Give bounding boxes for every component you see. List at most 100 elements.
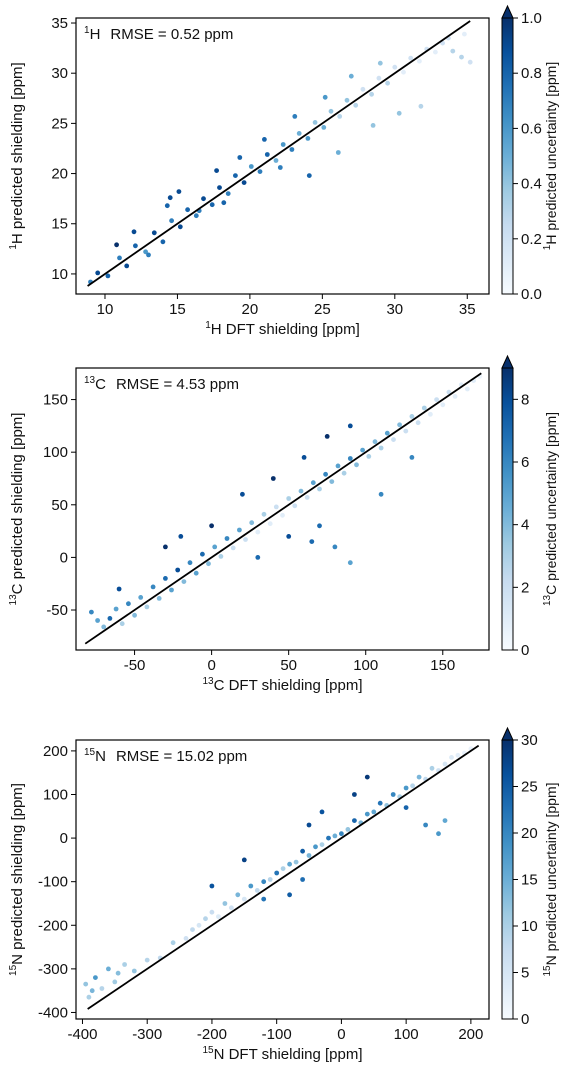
y-axis-label-1h: 1H predicted shielding [ppm] bbox=[8, 62, 26, 249]
plot-frame bbox=[75, 17, 490, 295]
scatter-point bbox=[169, 218, 175, 224]
x-tick-label: 15 bbox=[169, 301, 186, 318]
scatter-point bbox=[95, 270, 101, 276]
scatter-point bbox=[131, 968, 137, 974]
scatter-point bbox=[193, 213, 199, 219]
scatter-point bbox=[233, 173, 238, 179]
colorbar-tick-label: 0.2 bbox=[521, 231, 542, 248]
scatter-point bbox=[178, 534, 184, 539]
colorbar-13c bbox=[501, 354, 514, 651]
scatter-point bbox=[95, 618, 100, 623]
colorbar-label-1h: 1H predicted uncertainty [ppm] bbox=[542, 62, 559, 250]
scatter-point bbox=[105, 273, 111, 279]
scatter-point bbox=[416, 774, 422, 780]
scatter-point bbox=[310, 480, 316, 486]
x-tick-label: 25 bbox=[314, 301, 331, 318]
y-tick-label: 10 bbox=[51, 266, 68, 283]
scatter-point bbox=[452, 394, 458, 399]
ylabel-text: C predicted shielding [ppm] bbox=[9, 413, 26, 595]
scatter-point bbox=[170, 940, 176, 946]
y-tick-label: -200 bbox=[38, 917, 68, 934]
scatter-point bbox=[209, 883, 215, 889]
ylabel-superscript: 15 bbox=[8, 964, 19, 976]
scatter-point bbox=[167, 195, 173, 201]
scatter-points-1h bbox=[75, 17, 490, 295]
scatter-point bbox=[177, 224, 183, 230]
scatter-point bbox=[390, 792, 396, 797]
y-tick-label: 100 bbox=[43, 444, 68, 461]
scatter-point bbox=[353, 102, 359, 108]
scatter-point bbox=[131, 229, 137, 235]
scatter-point bbox=[459, 54, 464, 60]
scatter-point bbox=[429, 765, 435, 771]
scatter-point bbox=[280, 512, 285, 518]
scatter-point bbox=[248, 883, 254, 889]
colorbar-tick-label: 6 bbox=[521, 454, 529, 471]
scatter-point bbox=[449, 755, 454, 760]
colorbar-gradient bbox=[501, 17, 514, 295]
colorbar-tick-label: 0.8 bbox=[521, 65, 542, 82]
scatter-point bbox=[465, 386, 470, 392]
scatter-point bbox=[305, 136, 311, 141]
scatter-point bbox=[332, 833, 338, 839]
scatter-point bbox=[89, 609, 94, 615]
scatter-point bbox=[83, 981, 89, 987]
scatter-point bbox=[298, 488, 304, 494]
scatter-point bbox=[241, 896, 247, 902]
scatter-point bbox=[423, 822, 428, 828]
scatter-point bbox=[341, 470, 347, 476]
x-tick-label: 0 bbox=[207, 657, 215, 674]
scatter-point bbox=[138, 595, 144, 600]
colorbar-tick-label: 15 bbox=[521, 872, 538, 889]
scatter-point bbox=[206, 561, 211, 567]
x-axis-label-15n: 15N DFT shielding [ppm] bbox=[202, 1045, 362, 1063]
scatter-point bbox=[106, 966, 111, 972]
scatter-point bbox=[249, 520, 255, 526]
annotation-rmse-text: RMSE = 0.52 ppm bbox=[110, 26, 233, 43]
scatter-point bbox=[156, 596, 162, 601]
x-axis-label-13c: 13C DFT shielding [ppm] bbox=[202, 676, 362, 694]
x-tick-label: 35 bbox=[459, 301, 476, 318]
y-axis-label-13c: 13C predicted shielding [ppm] bbox=[8, 413, 26, 606]
scatter-point bbox=[237, 155, 243, 160]
annotation-superscript: 13 bbox=[84, 375, 96, 386]
scatter-point bbox=[255, 555, 261, 560]
parity-line bbox=[84, 372, 482, 645]
scatter-point bbox=[403, 785, 409, 791]
annotation-superscript: 15 bbox=[84, 747, 96, 758]
scatter-point bbox=[332, 544, 338, 550]
scatter-point bbox=[209, 909, 215, 915]
y-tick-label: 20 bbox=[51, 166, 68, 183]
colorbar-ticks-13c: 0 2 4 6 8 bbox=[513, 391, 529, 659]
annotation-rmse-text: RMSE = 4.53 ppm bbox=[116, 376, 239, 393]
scatter-point bbox=[293, 859, 299, 865]
scatter-points-13c bbox=[75, 367, 490, 651]
scatter-point bbox=[237, 527, 242, 533]
scatter-point bbox=[370, 123, 376, 128]
scatter-point bbox=[261, 511, 267, 517]
colorbar-tick-label: 5 bbox=[521, 965, 529, 982]
scatter-point bbox=[164, 203, 170, 209]
scatter-point bbox=[317, 486, 322, 492]
scatter-point bbox=[112, 979, 118, 985]
parity-line bbox=[87, 20, 471, 287]
x-tick-label: -200 bbox=[197, 1026, 227, 1043]
y-tick-label: -400 bbox=[38, 1004, 68, 1021]
scatter-point bbox=[421, 405, 427, 411]
scatter-point bbox=[218, 554, 224, 559]
scatter-point bbox=[169, 587, 174, 593]
colorbar-tick-label: 0.0 bbox=[521, 286, 542, 303]
xlabel-text: C DFT shielding [ppm] bbox=[214, 677, 363, 694]
scatter-point bbox=[243, 537, 248, 542]
scatter-point bbox=[369, 91, 374, 97]
colorbar-extend-arrow bbox=[501, 726, 514, 741]
colorbar-15n bbox=[501, 726, 514, 1020]
y-tick-label: 30 bbox=[51, 65, 68, 82]
x-axis-label-1h: 1H DFT shielding [ppm] bbox=[205, 320, 360, 338]
scatter-point bbox=[377, 60, 383, 66]
scatter-point bbox=[107, 616, 113, 621]
scatter-point bbox=[217, 185, 222, 191]
scatter-point bbox=[286, 534, 292, 539]
scatter-point bbox=[408, 55, 414, 61]
